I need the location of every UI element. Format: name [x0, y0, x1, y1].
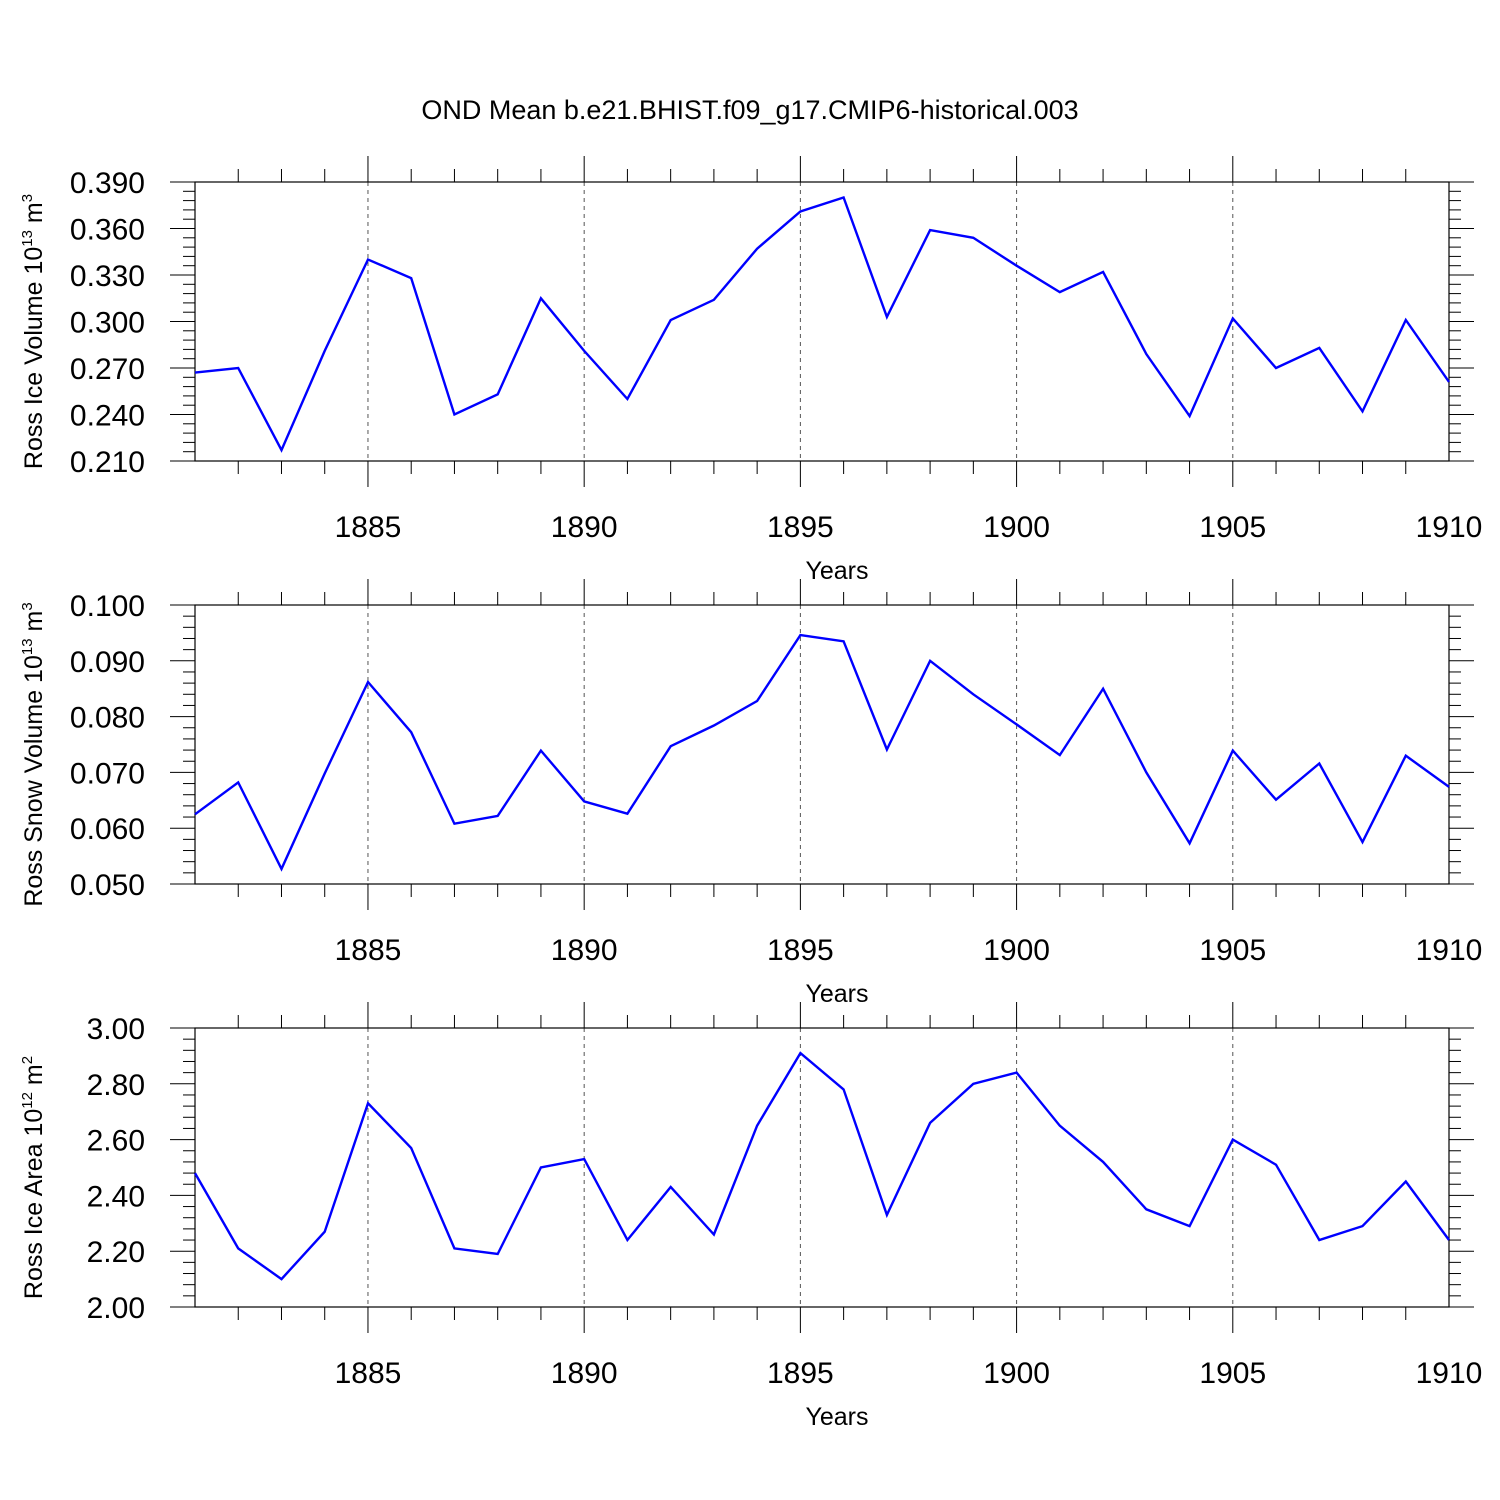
plot-frame: [194, 604, 1450, 885]
x-tick-label: 1910: [1416, 511, 1483, 544]
x-tick-label: 1905: [1199, 934, 1266, 967]
x-tick-label: 1890: [551, 934, 618, 967]
x-tick-label: 1910: [1416, 934, 1483, 967]
y-tick-label: 0.360: [70, 214, 145, 247]
x-axis-label: Years: [805, 1403, 868, 1431]
x-axis-label: Years: [805, 980, 868, 1008]
y-tick-label: 2.40: [87, 1180, 145, 1213]
x-tick-label: 1890: [551, 511, 618, 544]
series-line: [194, 633, 1450, 872]
y-axis-label: Ross Snow Volume 1013 m3: [19, 602, 48, 906]
x-tick-label: 1900: [983, 511, 1050, 544]
x-tick-label: 1905: [1199, 511, 1266, 544]
x-tick-label: 1900: [983, 934, 1050, 967]
x-tick-label: 1895: [767, 934, 834, 967]
series-line: [194, 196, 1450, 453]
x-tick-label: 1885: [335, 1357, 402, 1390]
x-tick-label: 1885: [335, 934, 402, 967]
y-tick-label: 0.210: [70, 446, 145, 479]
y-tick-label: 0.300: [70, 307, 145, 340]
y-tick-label: 0.240: [70, 400, 145, 433]
plot-frame: [194, 181, 1450, 462]
series-line: [193, 1051, 1450, 1281]
y-tick-label: 0.100: [70, 590, 145, 623]
y-axis-label: Ross Ice Area 1012 m2: [19, 1056, 48, 1299]
x-tick-label: 1890: [551, 1357, 618, 1390]
y-tick-label: 0.080: [70, 702, 145, 735]
y-tick-label: 0.070: [70, 757, 145, 790]
y-tick-label: 0.270: [70, 353, 145, 386]
x-tick-label: 1895: [767, 511, 834, 544]
y-tick-label: 2.60: [87, 1125, 145, 1158]
y-tick-label: 2.00: [87, 1292, 145, 1325]
x-tick-label: 1905: [1199, 1357, 1266, 1390]
chart-panel-1: 0.210 0.240 0.270 0.300 0.330 0.360 0.390 1885 1…: [19, 156, 1482, 585]
x-tick-label: 1885: [335, 511, 402, 544]
y-tick-label: 0.330: [70, 260, 145, 293]
y-axis-label: Ross Ice Volume 1013 m3: [19, 194, 48, 469]
x-tick-label: 1910: [1416, 1357, 1483, 1390]
y-tick-label: 0.390: [70, 167, 145, 200]
y-tick-label: 2.20: [87, 1236, 145, 1269]
chart-panel-2: 0.050 0.060 0.070 0.080 0.090 0.100 1885 1890 18…: [19, 579, 1482, 1008]
plot-frame: [194, 1027, 1450, 1308]
y-tick-label: 0.050: [70, 869, 145, 902]
y-tick-label: 3.00: [87, 1013, 145, 1046]
x-tick-label: 1895: [767, 1357, 834, 1390]
y-tick-label: 0.060: [70, 813, 145, 846]
y-tick-label: 2.80: [87, 1069, 145, 1102]
x-tick-label: 1900: [983, 1357, 1050, 1390]
chart-panel-3: 2.00 2.20 2.40 2.60 2.80 3.00 1885 1890 1895 1900…: [19, 1002, 1482, 1431]
x-axis-label: Years: [805, 557, 868, 585]
y-tick-label: 0.090: [70, 646, 145, 679]
chart-title: OND Mean b.e21.BHIST.f09_g17.CMIP6-histo…: [421, 95, 1078, 125]
